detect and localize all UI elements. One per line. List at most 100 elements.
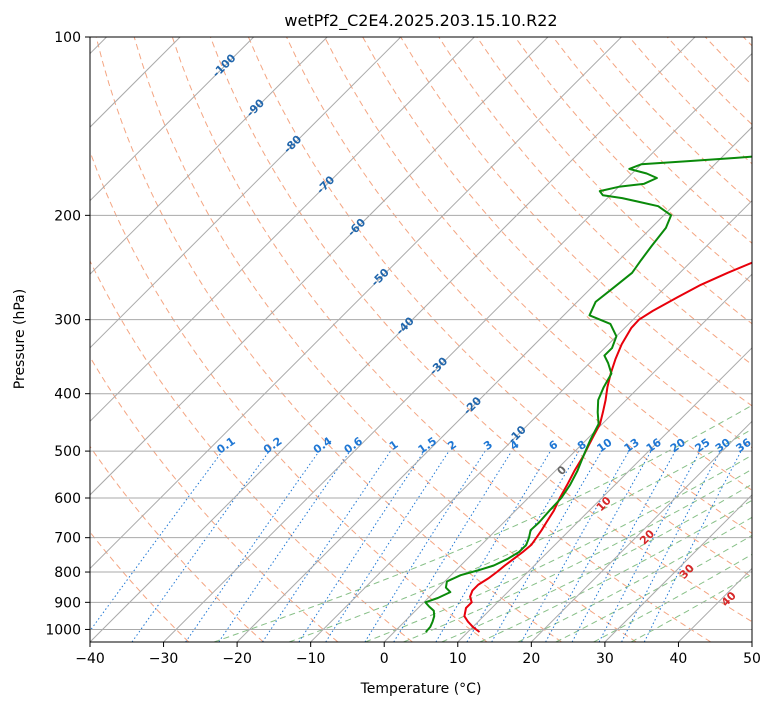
y-tick-label: 700	[54, 531, 81, 547]
moist-adiabat-line	[593, 553, 752, 642]
dry-adiabat-line	[90, 531, 190, 642]
mixing-ratio-line	[90, 450, 223, 632]
temperature-trace	[463, 261, 752, 633]
isotherm-line	[678, 567, 752, 642]
mixing-ratio-line	[521, 450, 630, 642]
isotherm-line	[90, 37, 255, 202]
x-tick-label: 40	[670, 651, 688, 667]
moist-adiabat-line	[517, 516, 752, 642]
x-axis-ticks: −40 −30 −20 −10 0 10 20 30 40 50	[75, 642, 761, 667]
y-tick-label: 500	[54, 444, 81, 460]
isotherm-line	[457, 347, 752, 642]
mixing-ratio-line	[393, 450, 513, 642]
mixing-ratio-line	[262, 450, 391, 642]
moist-adiabat-line	[213, 404, 752, 642]
dry-adiabat-line	[90, 445, 264, 642]
chart-title: wetPf2_C2E4.2025.203.15.10.R22	[284, 11, 557, 31]
dry-adiabat-line	[286, 37, 752, 534]
adiabat-label: 10	[594, 494, 614, 514]
x-tick-label: 30	[596, 651, 614, 667]
mixing-ratio-label: 20	[668, 436, 688, 456]
mixing-ratio-label: 25	[692, 436, 712, 455]
mixing-ratio-line	[545, 450, 652, 642]
x-tick-label: −30	[149, 651, 179, 667]
mixing-ratio-line	[643, 450, 742, 642]
plot-area: -100-90-80-70-60-50-40-30-20-100.1 0.2 0.4…	[90, 37, 754, 642]
x-tick-label: −20	[222, 651, 252, 667]
dry-adiabats	[90, 37, 752, 642]
x-tick-label: 10	[449, 651, 467, 667]
isotherm-line	[90, 37, 622, 570]
mixing-ratio-line	[466, 450, 580, 642]
x-tick-label: −10	[296, 651, 326, 667]
moist-adiabat-line	[365, 454, 752, 642]
mixing-ratio-line	[298, 450, 425, 642]
mixing-ratio-label: 0.6	[342, 434, 366, 456]
dry-adiabat-line	[90, 356, 339, 642]
mixing-ratio-line	[218, 450, 351, 642]
isotherm-line	[90, 37, 328, 275]
mixing-ratio-lines	[90, 450, 742, 642]
dry-adiabat-line	[476, 37, 752, 325]
isotherms	[90, 37, 752, 642]
mixing-ratio-label: 10	[594, 436, 614, 456]
moist-adiabat-line	[630, 573, 752, 642]
moist-adiabat-line	[403, 468, 752, 642]
mixing-ratio-line	[435, 450, 551, 642]
mixing-ratio-label: 36	[734, 436, 754, 456]
x-tick-label: 20	[522, 651, 540, 667]
dry-adiabat-line	[133, 37, 637, 642]
y-tick-label: 900	[54, 595, 81, 611]
dry-adiabat-line	[209, 37, 752, 623]
x-tick-label: −40	[75, 651, 105, 667]
mixing-ratio-label: 13	[622, 436, 642, 455]
isotherm-line	[530, 420, 752, 642]
adiabat-label: 30	[677, 561, 697, 581]
mixing-ratio-line	[131, 450, 270, 642]
isotherm-line	[90, 37, 402, 349]
isotherm-line	[604, 494, 752, 642]
dry-adiabat-line	[514, 37, 752, 284]
mixing-ratio-label: 0.4	[311, 434, 335, 456]
mixing-ratio-line	[185, 450, 320, 642]
dry-adiabat-line	[590, 37, 752, 204]
y-tick-label: 400	[54, 387, 81, 403]
adiabat-label: 0	[555, 463, 570, 478]
mixing-ratio-label: 1.5	[416, 435, 439, 457]
isotherm-line	[90, 37, 475, 423]
x-tick-label: 0	[380, 651, 389, 667]
isotherm-line	[383, 273, 752, 642]
x-tick-label: 50	[743, 651, 761, 667]
dry-adiabat-line	[171, 37, 712, 642]
mixing-ratio-label: 0.1	[214, 435, 237, 457]
isotherm-line	[163, 52, 752, 642]
moist-adiabat-line	[441, 483, 752, 642]
x-axis-label: Temperature (°C)	[360, 681, 482, 697]
dry-adiabat-line	[666, 37, 752, 126]
dry-adiabat-line	[95, 37, 562, 642]
dewpoint-trace	[424, 155, 752, 633]
sounding-traces	[424, 155, 752, 633]
dry-adiabat-line	[90, 150, 488, 642]
mixing-ratio-label: 30	[713, 436, 733, 456]
mixing-ratio-line	[598, 450, 701, 642]
moist-adiabat-line	[555, 534, 752, 642]
dry-adiabat-line	[552, 37, 752, 244]
y-tick-label: 600	[54, 491, 81, 507]
isotherm-line	[310, 199, 752, 642]
mixing-ratio-line	[325, 450, 450, 642]
isotherm-line	[751, 641, 752, 642]
dry-adiabat-line	[704, 37, 752, 86]
y-tick-label: 800	[54, 565, 81, 581]
y-tick-label: 100	[54, 30, 81, 46]
moist-adiabat-line	[288, 428, 752, 642]
adiabat-label: 20	[637, 527, 657, 547]
isotherm-line	[90, 37, 549, 496]
y-axis-ticks: 100 200 300 400 500 600 700 800 900 1000	[45, 30, 90, 638]
y-tick-label: 300	[54, 313, 81, 329]
isotherm-line	[236, 126, 752, 642]
plot-frame	[89, 36, 753, 643]
moist-adiabats	[213, 404, 752, 642]
isotherm-line	[90, 37, 696, 642]
